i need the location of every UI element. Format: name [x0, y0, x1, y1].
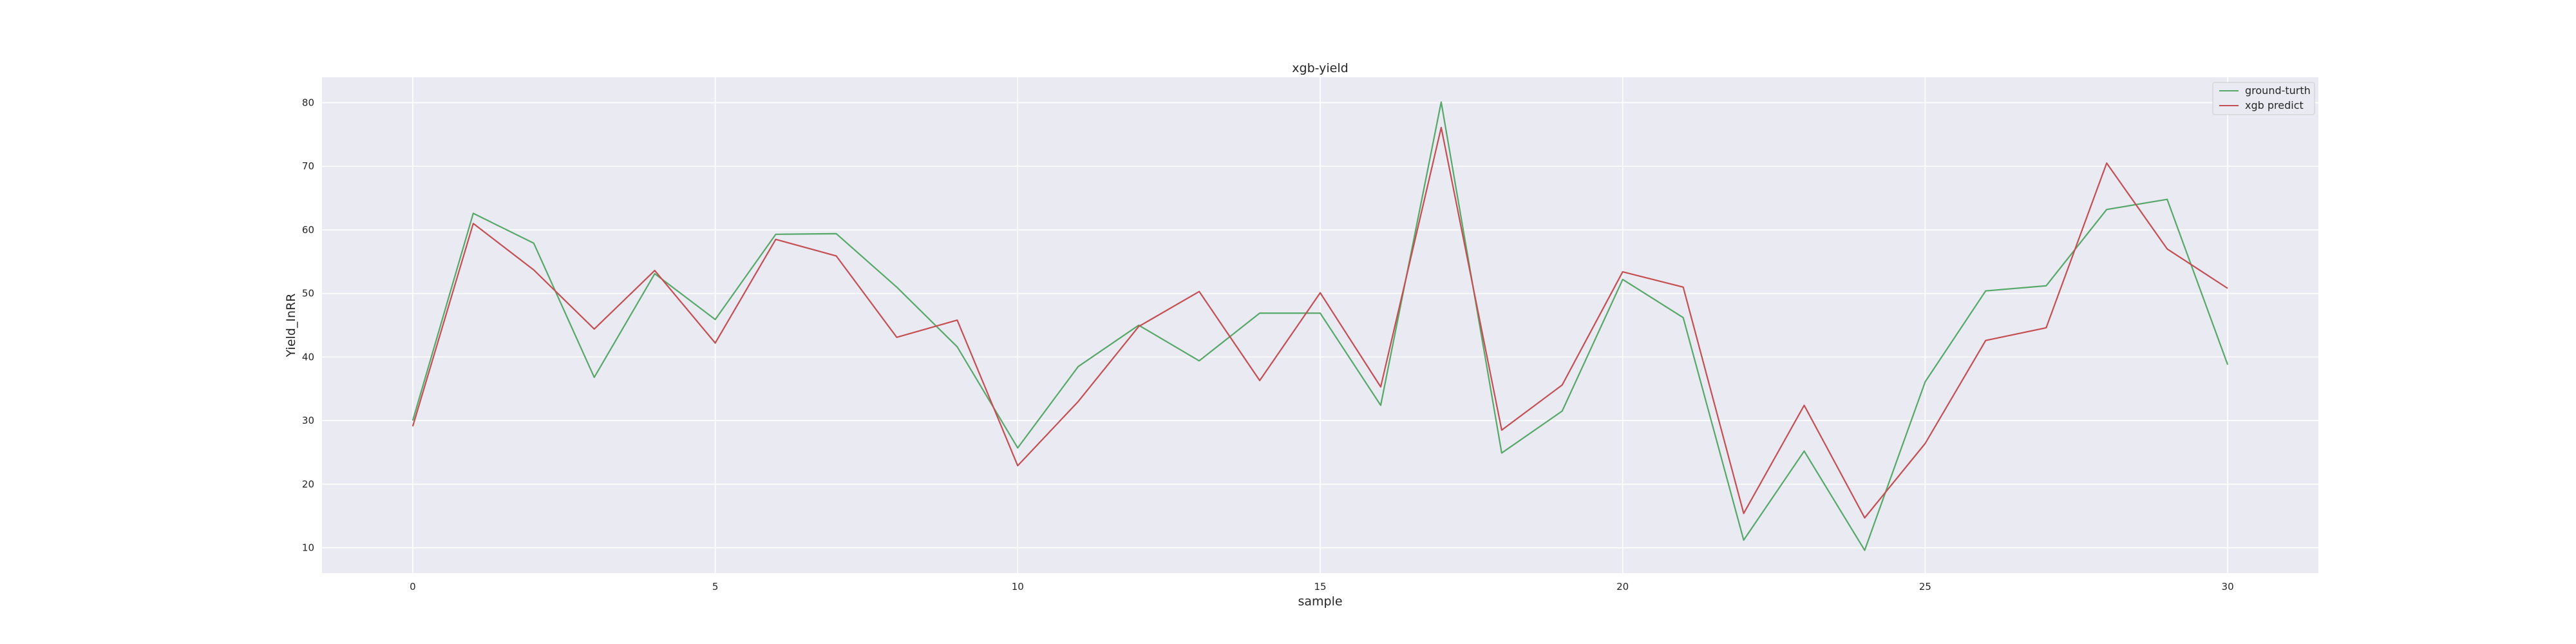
x-tick-label: 10 [1012, 581, 1024, 592]
x-axis-label: sample [1298, 594, 1342, 609]
y-tick-label: 80 [302, 97, 314, 108]
legend-label-xgb-predict: xgb predict [2245, 99, 2304, 111]
y-tick-labels: 10 20 30 40 50 60 70 80 [302, 97, 314, 553]
y-tick-label: 60 [302, 224, 314, 236]
series-line-xgb-predict [412, 126, 2228, 519]
x-tick-label: 25 [1919, 581, 1931, 592]
grid [322, 77, 2318, 573]
x-tick-labels: 0 5 10 15 20 25 30 [410, 581, 2234, 592]
y-tick-label: 10 [302, 542, 314, 554]
y-tick-label: 50 [302, 288, 314, 299]
x-tick-label: 0 [410, 581, 416, 592]
legend: ground-turth xgb predict [2212, 82, 2315, 115]
x-tick-label: 15 [1314, 581, 1326, 592]
x-tick-label: 30 [2222, 581, 2234, 592]
x-tick-label: 20 [1616, 581, 1629, 592]
y-tick-label: 20 [302, 478, 314, 490]
legend-label-ground-turth: ground-turth [2245, 84, 2311, 97]
y-axis-label: Yield_InRR [284, 294, 298, 358]
series-lines [412, 101, 2229, 551]
y-tick-label: 40 [302, 351, 314, 363]
series-line-ground-turth [412, 101, 2229, 551]
y-tick-label: 70 [302, 160, 314, 172]
y-tick-label: 30 [302, 415, 314, 426]
chart-title: xgb-yield [1292, 61, 1348, 75]
x-tick-label: 5 [712, 581, 719, 592]
